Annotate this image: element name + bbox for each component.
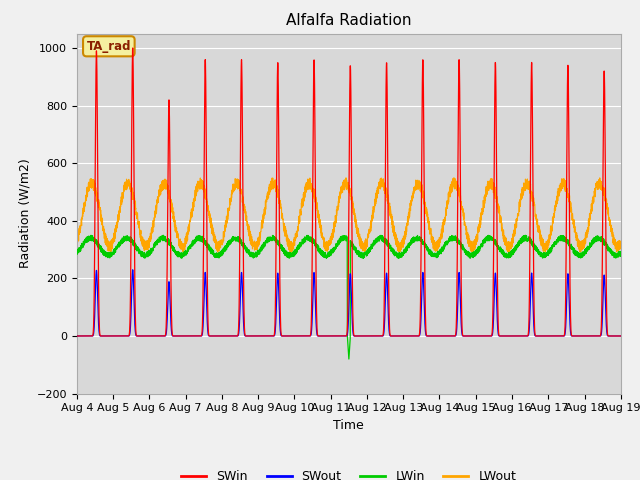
Legend: SWin, SWout, LWin, LWout: SWin, SWout, LWin, LWout bbox=[176, 465, 522, 480]
Y-axis label: Radiation (W/m2): Radiation (W/m2) bbox=[18, 159, 31, 268]
X-axis label: Time: Time bbox=[333, 419, 364, 432]
Title: Alfalfa Radiation: Alfalfa Radiation bbox=[286, 13, 412, 28]
Text: TA_rad: TA_rad bbox=[86, 40, 131, 53]
